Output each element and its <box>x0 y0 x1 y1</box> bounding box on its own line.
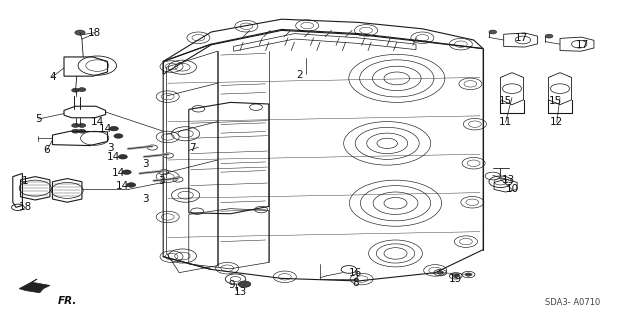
Circle shape <box>465 273 472 276</box>
Text: 10: 10 <box>506 184 518 195</box>
Text: 18: 18 <box>19 202 32 212</box>
Circle shape <box>489 30 497 34</box>
Circle shape <box>114 134 123 138</box>
Text: 19: 19 <box>449 274 462 284</box>
Text: FR.: FR. <box>58 296 77 306</box>
Text: 13: 13 <box>502 175 515 185</box>
Text: 18: 18 <box>88 28 101 38</box>
Circle shape <box>78 88 86 92</box>
Text: 14: 14 <box>112 168 125 179</box>
Text: 13: 13 <box>234 287 247 297</box>
Circle shape <box>118 155 127 159</box>
Text: 16: 16 <box>349 268 362 278</box>
Circle shape <box>127 183 136 187</box>
Text: 2: 2 <box>296 70 303 80</box>
Text: 8: 8 <box>352 278 358 288</box>
Polygon shape <box>19 279 50 293</box>
Circle shape <box>72 124 79 127</box>
Text: 14: 14 <box>91 117 104 127</box>
Text: 6: 6 <box>44 145 50 156</box>
Text: SDA3- A0710: SDA3- A0710 <box>545 298 600 307</box>
Circle shape <box>75 30 85 35</box>
Text: 15: 15 <box>499 96 512 106</box>
Text: 12: 12 <box>550 117 563 127</box>
Circle shape <box>78 124 86 127</box>
Circle shape <box>437 271 444 274</box>
Text: 3: 3 <box>143 159 149 169</box>
Text: 4: 4 <box>49 72 56 82</box>
Text: 11: 11 <box>499 117 512 127</box>
Text: 14: 14 <box>99 124 112 134</box>
Circle shape <box>78 129 86 133</box>
Text: 15: 15 <box>549 96 562 106</box>
Circle shape <box>238 281 251 287</box>
Circle shape <box>72 88 79 92</box>
Text: 3: 3 <box>159 176 165 186</box>
Text: 17: 17 <box>576 40 589 51</box>
Text: 3: 3 <box>107 143 113 153</box>
Circle shape <box>122 170 131 174</box>
Circle shape <box>109 126 118 131</box>
Text: 7: 7 <box>189 143 195 153</box>
Circle shape <box>452 274 459 277</box>
Text: 14: 14 <box>108 152 120 163</box>
Text: 14: 14 <box>116 181 129 191</box>
Text: 1: 1 <box>22 176 29 186</box>
Text: 3: 3 <box>143 194 149 204</box>
Text: 5: 5 <box>35 114 42 124</box>
Text: 9: 9 <box>228 280 235 291</box>
Circle shape <box>545 34 553 38</box>
Circle shape <box>72 129 79 133</box>
Text: 17: 17 <box>515 33 528 43</box>
